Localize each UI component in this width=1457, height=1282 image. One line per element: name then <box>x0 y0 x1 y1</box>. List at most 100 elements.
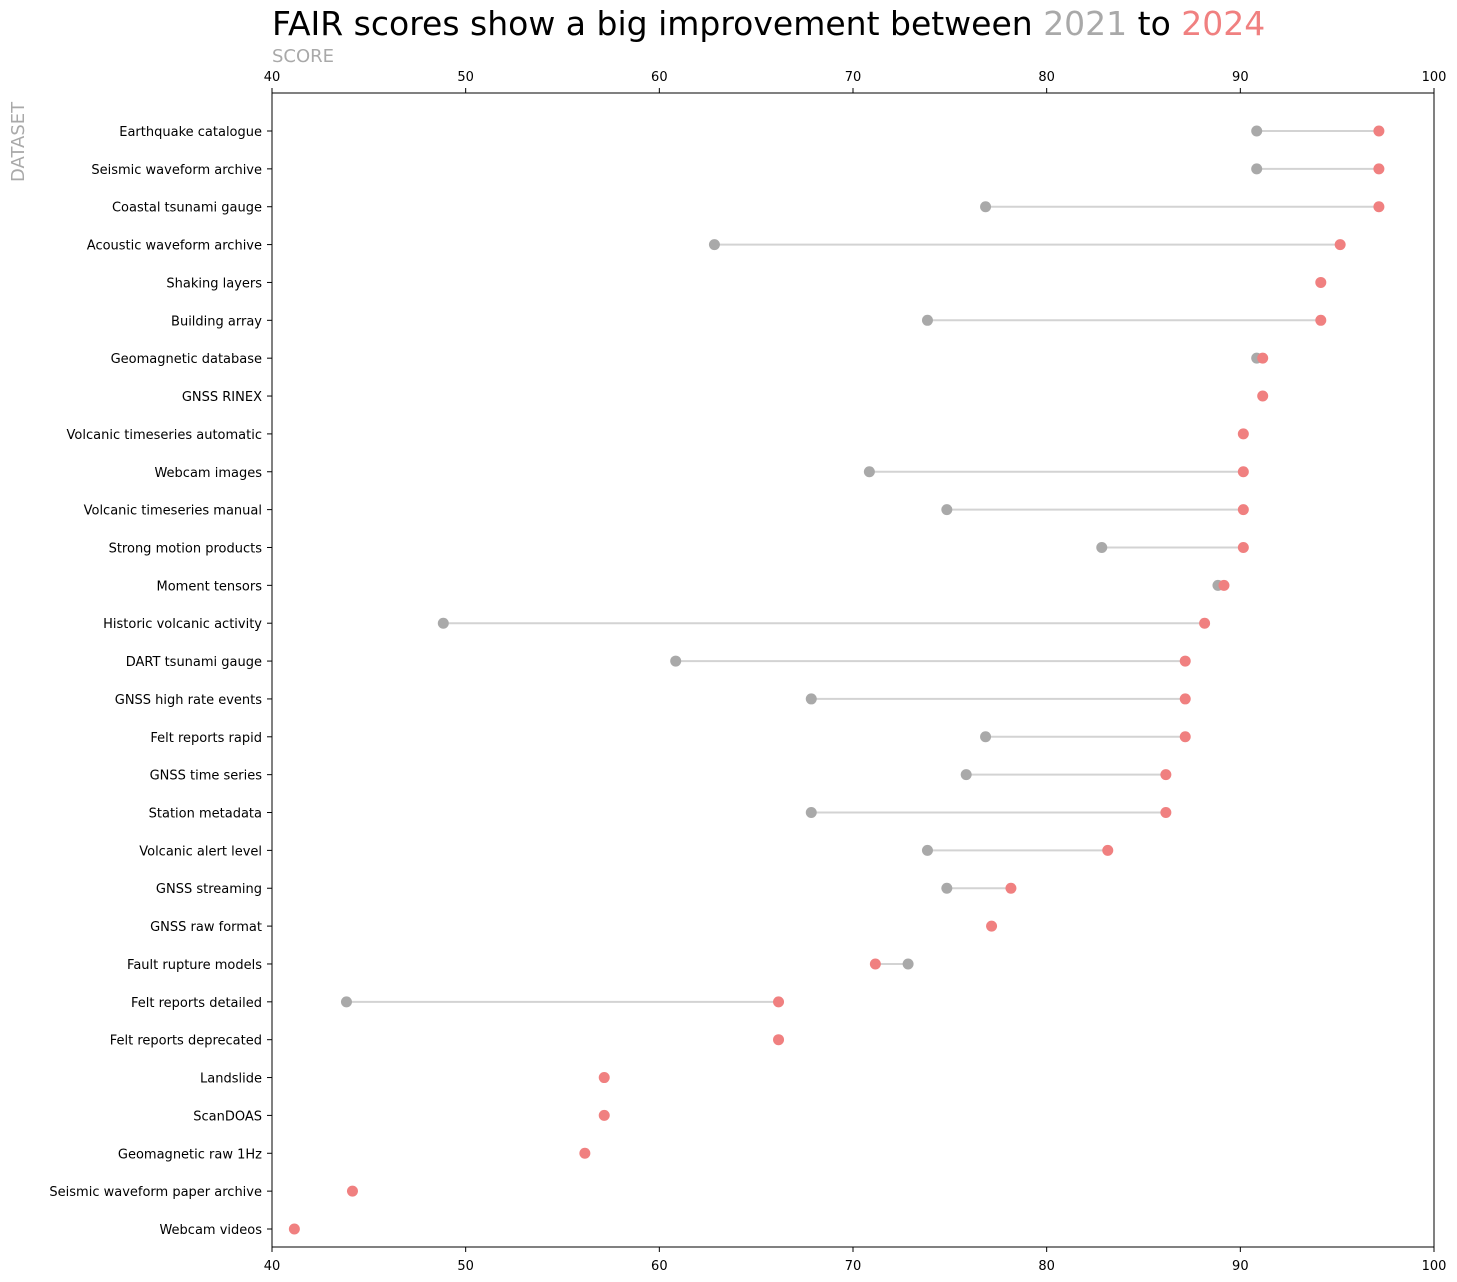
point-2021 <box>902 958 914 970</box>
y-tick-label: Felt reports detailed <box>131 996 262 1011</box>
y-tick-label: Felt reports rapid <box>150 731 262 746</box>
point-2024 <box>1237 466 1249 478</box>
point-2024 <box>1237 504 1249 516</box>
point-2024 <box>1257 390 1269 402</box>
y-tick-label: Seismic waveform paper archive <box>49 1185 262 1200</box>
point-2024 <box>1160 807 1172 819</box>
point-2024 <box>1179 693 1191 705</box>
point-2024 <box>1199 617 1211 629</box>
y-tick-label: Felt reports deprecated <box>110 1034 262 1049</box>
top-tick-label: 100 <box>1422 70 1447 85</box>
bottom-tick-label: 60 <box>651 1259 668 1274</box>
point-2021 <box>1251 125 1263 137</box>
y-tick-label: Station metadata <box>149 807 262 822</box>
bottom-tick-label: 70 <box>845 1259 862 1274</box>
y-tick-label: GNSS high rate events <box>115 693 262 708</box>
point-2021 <box>921 844 933 856</box>
bottom-tick-label: 90 <box>1232 1259 1249 1274</box>
y-tick-label: Historic volcanic activity <box>103 617 262 632</box>
y-tick-label: Acoustic waveform archive <box>87 239 262 254</box>
y-tick-label: Seismic waveform archive <box>91 163 262 178</box>
point-2021 <box>1251 163 1263 175</box>
point-2024 <box>1373 201 1385 213</box>
y-tick-label: GNSS RINEX <box>182 390 262 405</box>
point-2021 <box>863 466 875 478</box>
bottom-tick-label: 50 <box>457 1259 474 1274</box>
y-tick-label: Moment tensors <box>157 579 263 594</box>
point-2021 <box>708 239 720 251</box>
point-2024 <box>1257 352 1269 364</box>
bottom-tick-label: 100 <box>1422 1259 1447 1274</box>
point-2024 <box>773 1034 785 1046</box>
point-2024 <box>1179 731 1191 743</box>
top-tick-label: 60 <box>651 70 668 85</box>
point-2024 <box>598 1109 610 1121</box>
y-tick-label: Volcanic timeseries automatic <box>67 428 262 443</box>
title-prefix: FAIR scores show a big improvement betwe… <box>272 4 1044 43</box>
point-2021 <box>437 617 449 629</box>
y-tick-label: Coastal tsunami gauge <box>112 201 262 216</box>
point-2021 <box>941 504 953 516</box>
y-tick-label: Landslide <box>200 1072 262 1087</box>
point-2021 <box>670 655 682 667</box>
point-2024 <box>1005 882 1017 894</box>
point-2024 <box>1160 769 1172 781</box>
top-tick-label: 40 <box>264 70 281 85</box>
y-tick-label: ScanDOAS <box>193 1109 262 1124</box>
y-tick-label: Strong motion products <box>109 541 263 556</box>
x-axis-label: SCORE <box>272 46 335 67</box>
point-2024 <box>1373 163 1385 175</box>
y-tick-label: Volcanic alert level <box>139 844 262 859</box>
y-tick-label: GNSS raw format <box>150 920 262 935</box>
point-2024 <box>1315 276 1327 288</box>
point-2021 <box>805 807 817 819</box>
point-2021 <box>960 769 972 781</box>
point-2024 <box>598 1072 610 1084</box>
y-tick-label: Earthquake catalogue <box>119 125 262 140</box>
point-2021 <box>1096 541 1108 553</box>
y-tick-label: GNSS time series <box>150 769 263 784</box>
chart-title: FAIR scores show a big improvement betwe… <box>272 4 1265 43</box>
point-2024 <box>1218 579 1230 591</box>
y-tick-label: Geomagnetic database <box>111 352 262 367</box>
point-2024 <box>1102 844 1114 856</box>
point-2024 <box>869 958 881 970</box>
title-year-2024: 2024 <box>1181 4 1266 43</box>
point-2021 <box>980 201 992 213</box>
title-year-2021: 2021 <box>1043 4 1128 43</box>
top-tick-label: 50 <box>457 70 474 85</box>
point-2021 <box>980 731 992 743</box>
y-tick-label: GNSS streaming <box>156 882 262 897</box>
point-2024 <box>1334 239 1346 251</box>
point-2021 <box>941 882 953 894</box>
title-middle: to <box>1127 4 1182 43</box>
y-tick-label: Geomagnetic raw 1Hz <box>118 1147 262 1162</box>
point-2024 <box>579 1147 591 1159</box>
point-2024 <box>986 920 998 932</box>
y-tick-label: Webcam images <box>154 466 262 481</box>
point-2024 <box>288 1223 300 1235</box>
point-2024 <box>346 1185 358 1197</box>
point-2024 <box>1373 125 1385 137</box>
point-2021 <box>805 693 817 705</box>
point-2024 <box>773 996 785 1008</box>
point-2024 <box>1237 541 1249 553</box>
point-2024 <box>1315 314 1327 326</box>
y-tick-label: Webcam videos <box>159 1223 262 1238</box>
y-tick-label: Volcanic timeseries manual <box>84 504 262 519</box>
y-tick-label: Shaking layers <box>166 276 262 291</box>
top-tick-label: 80 <box>1038 70 1055 85</box>
y-tick-label: Building array <box>171 314 262 329</box>
point-2021 <box>340 996 352 1008</box>
plot-frame <box>271 92 1435 1248</box>
point-2024 <box>1179 655 1191 667</box>
top-tick-label: 90 <box>1232 70 1249 85</box>
point-2024 <box>1237 428 1249 440</box>
top-tick-label: 70 <box>845 70 862 85</box>
y-tick-label: DART tsunami gauge <box>126 655 262 670</box>
y-tick-label: Fault rupture models <box>127 958 262 973</box>
point-2021 <box>921 314 933 326</box>
bottom-tick-label: 80 <box>1038 1259 1055 1274</box>
bottom-tick-label: 40 <box>264 1259 281 1274</box>
